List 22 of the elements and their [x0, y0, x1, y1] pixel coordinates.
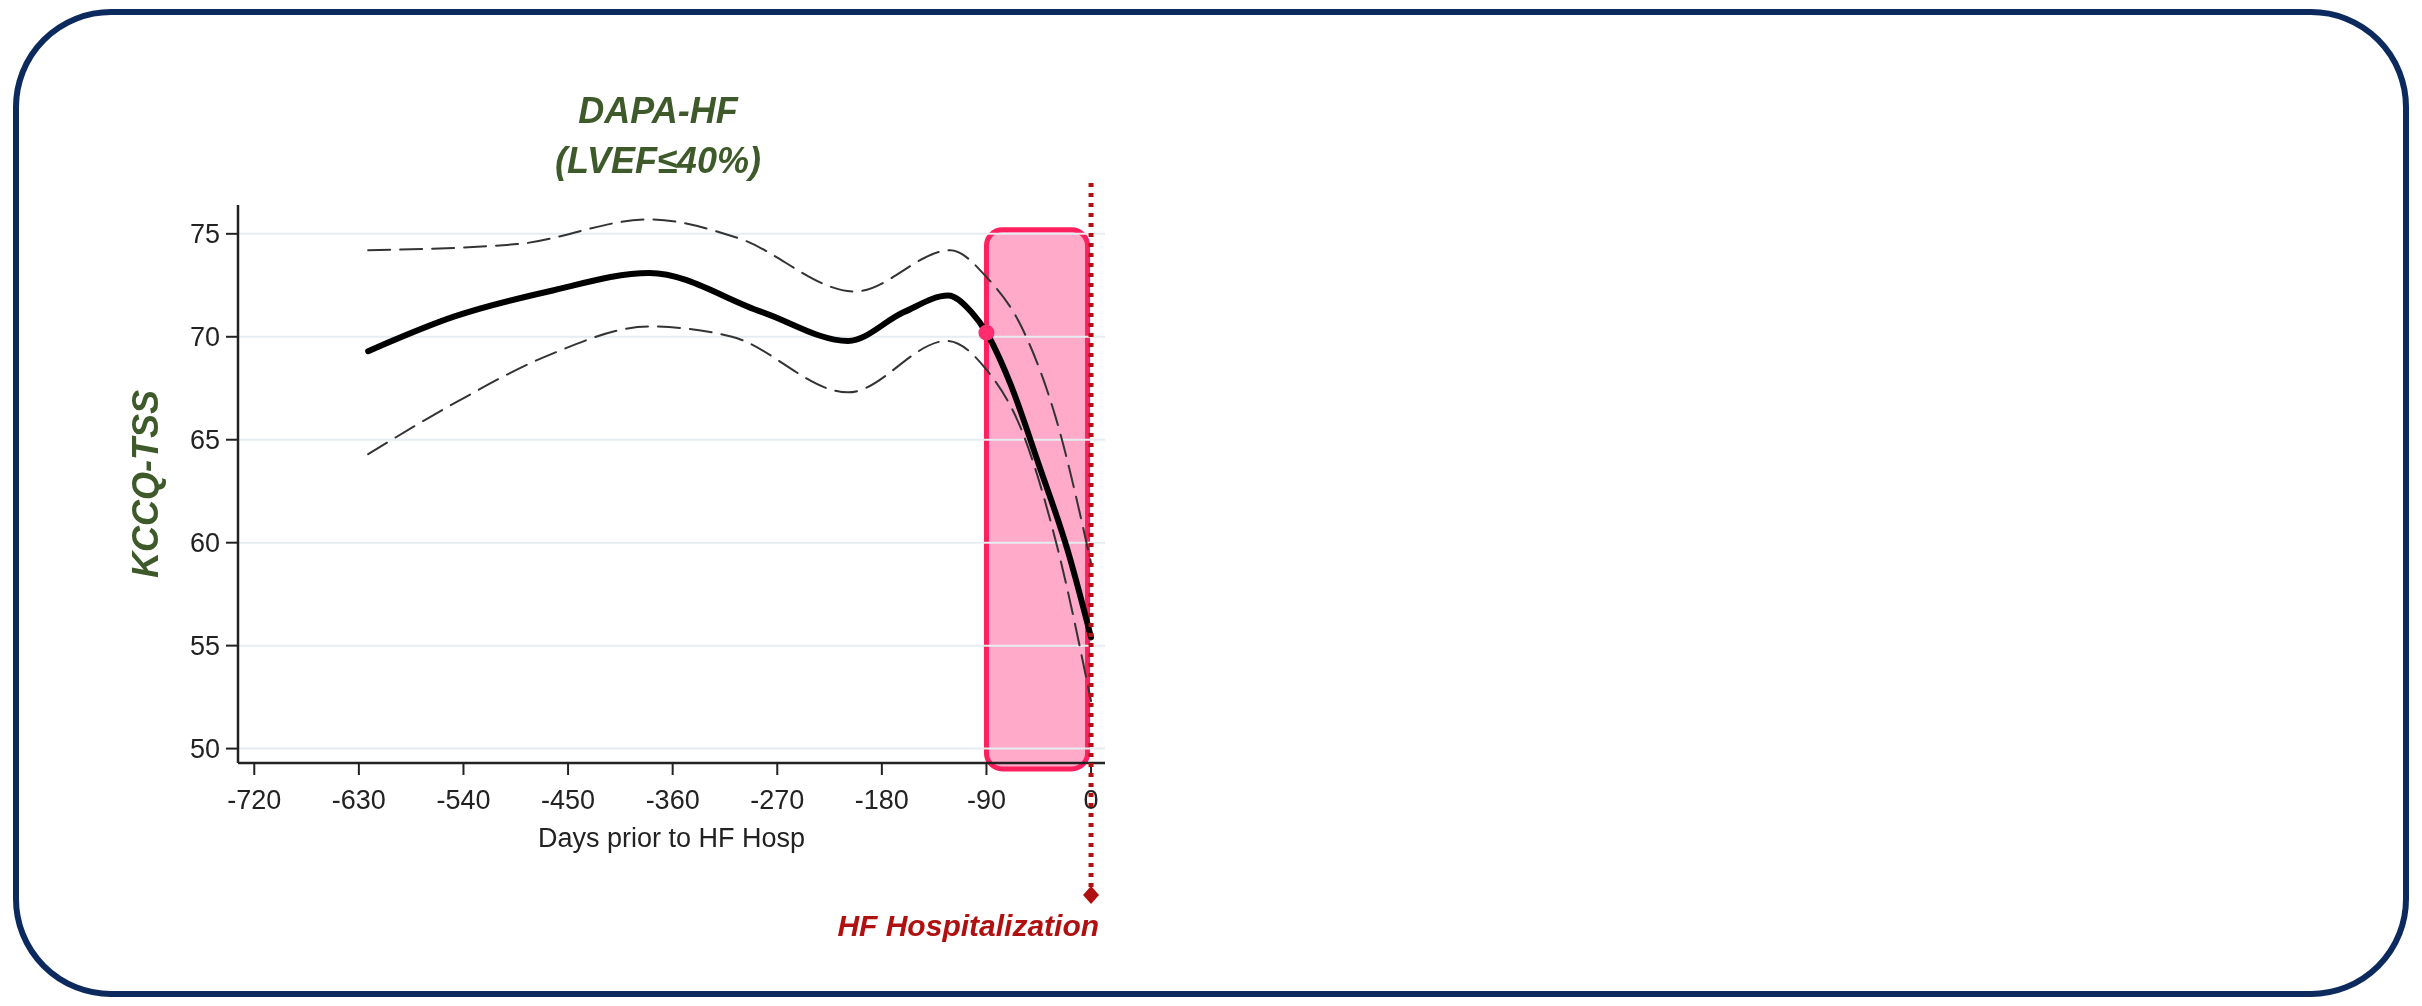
y-tick-label: 55 [189, 631, 220, 662]
x-axis-title: Days prior to HF Hosp [537, 823, 806, 853]
x-tick-label: -360 [645, 785, 700, 815]
x-tick-label: -540 [436, 785, 491, 815]
y-tick-label: 70 [189, 322, 220, 353]
line-series [367, 325, 1093, 703]
y-tick-label: 65 [189, 425, 220, 456]
x-tick-label: -450 [541, 785, 596, 815]
x-tick-label: -180 [854, 785, 909, 815]
chart-subtitle: (LVEF≤40%) [555, 140, 761, 181]
x-tick-label: 0 [1083, 785, 1099, 815]
x-tick-label: -720 [227, 785, 282, 815]
y-tick-label: 50 [189, 734, 220, 765]
chart-title: DAPA-HF [578, 90, 739, 131]
y-tick-label: 75 [189, 219, 220, 250]
x-tick-label: -270 [750, 785, 805, 815]
y-tick-label: 60 [189, 528, 220, 559]
y-axis-title: KCCQ-TSS [125, 390, 166, 578]
legend-label: HF Hospitalization [837, 909, 1100, 942]
x-tick-label: -90 [966, 785, 1006, 815]
line-series [367, 218, 1093, 565]
x-tick-label: -630 [331, 785, 386, 815]
